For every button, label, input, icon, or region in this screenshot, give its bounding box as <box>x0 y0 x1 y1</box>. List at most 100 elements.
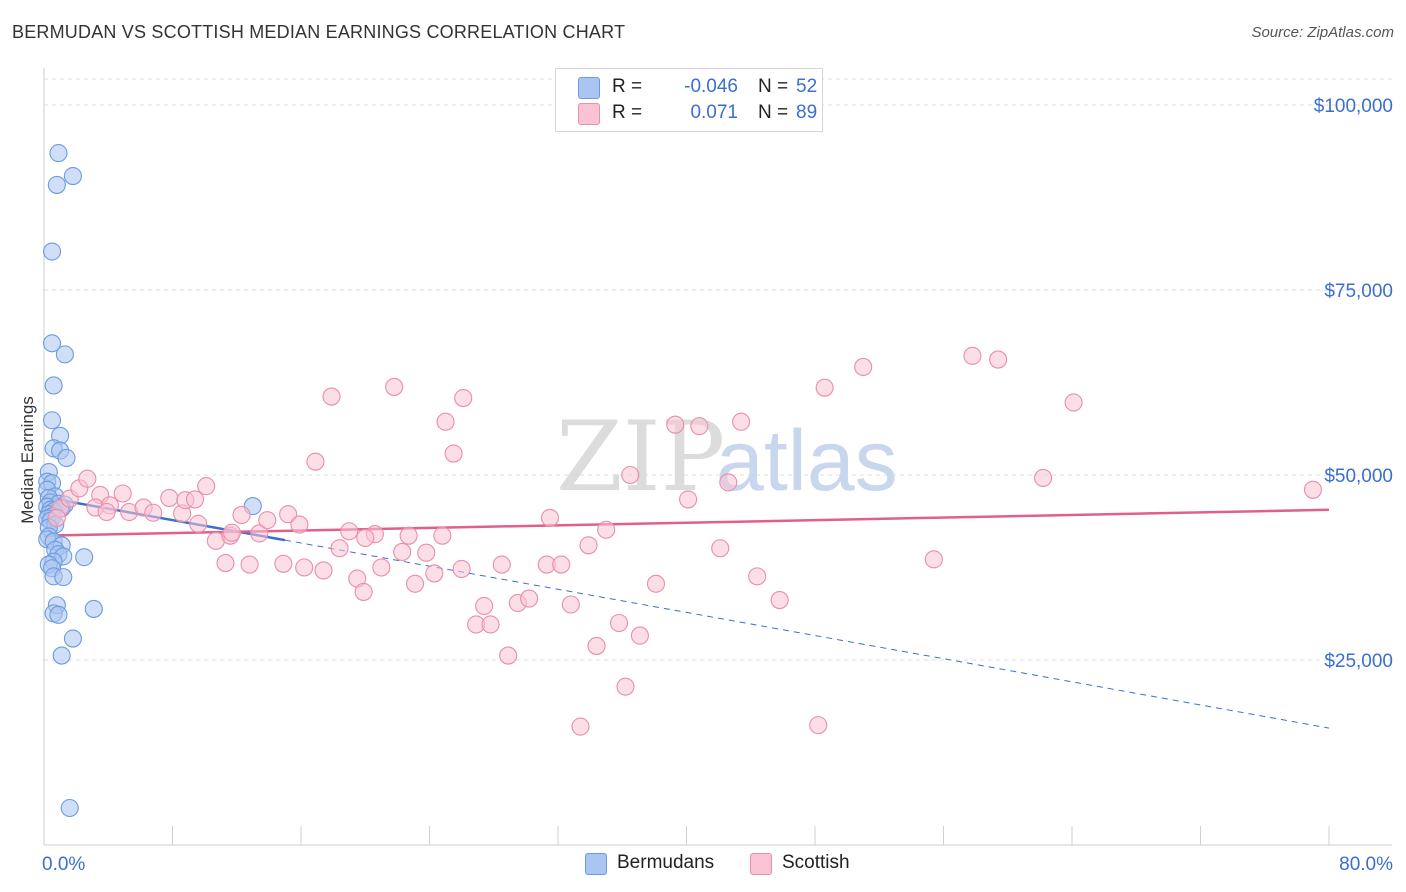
point-scottish <box>666 415 685 434</box>
point-bermudans <box>63 166 82 186</box>
point-bermudans <box>54 568 73 587</box>
point-scottish <box>452 559 471 579</box>
point-scottish <box>113 484 132 503</box>
point-scottish <box>250 524 269 543</box>
point-scottish <box>1064 393 1083 412</box>
point-scottish <box>185 490 205 509</box>
source-label: Source: ZipAtlas.com <box>1251 24 1394 41</box>
point-scottish <box>616 677 635 696</box>
point-bermudans <box>75 548 94 567</box>
point-scottish <box>679 490 698 509</box>
point-scottish <box>444 444 463 463</box>
point-scottish <box>963 346 982 365</box>
y-tick-label: $100,000 <box>1314 96 1393 117</box>
point-scottish <box>356 528 375 547</box>
point-scottish <box>492 555 511 574</box>
tick-labels: $25,000 $50,000 $75,000 $100,000 0.0% 80.0% <box>42 96 1393 875</box>
point-scottish <box>540 508 560 527</box>
point-scottish <box>436 412 455 431</box>
point-scottish <box>646 574 666 593</box>
point-scottish <box>552 555 571 574</box>
point-bermudans <box>44 376 63 395</box>
legend-r-value: -0.046 <box>684 76 738 97</box>
legend-swatch-scottish <box>578 103 600 125</box>
point-scottish <box>732 412 751 431</box>
point-scottish <box>47 508 66 527</box>
legend-swatch-bermudans <box>578 77 600 99</box>
point-scottish <box>197 477 216 496</box>
point-bermudans <box>84 599 103 618</box>
point-scottish <box>306 452 325 471</box>
point-bermudans <box>57 448 76 468</box>
point-scottish <box>770 591 789 610</box>
point-scottish <box>189 514 208 533</box>
point-scottish <box>561 595 580 614</box>
chart-title: BERMUDAN VS SCOTTISH MEDIAN EARNINGS COR… <box>12 22 626 42</box>
point-scottish <box>989 350 1008 369</box>
legend-n-label: N = <box>758 102 789 123</box>
point-scottish <box>240 555 259 574</box>
point-scottish <box>597 520 616 539</box>
point-bermudans <box>55 345 74 364</box>
point-bermudans <box>42 334 62 353</box>
point-scottish <box>97 502 116 522</box>
point-scottish <box>274 554 293 573</box>
point-bermudans <box>60 798 79 818</box>
point-scottish <box>719 473 738 492</box>
legend-r-value: 0.071 <box>690 102 738 123</box>
point-scottish <box>711 539 730 558</box>
bottom-legend-swatch-bermudans <box>585 853 607 875</box>
bottom-legend-label: Bermudans <box>617 852 715 873</box>
legend-n-label: N = <box>758 76 789 97</box>
x-tick-label: 0.0% <box>42 854 85 875</box>
point-bermudans <box>63 629 82 648</box>
watermark: ZIP atlas <box>556 401 898 513</box>
legend-r-label: R = <box>612 102 643 123</box>
x-tick-label: 80.0% <box>1339 854 1393 875</box>
point-scottish <box>579 536 598 555</box>
point-bermudans <box>49 144 68 163</box>
legend-n-value: 52 <box>796 76 818 97</box>
point-scottish <box>748 567 767 586</box>
point-scottish <box>372 558 391 577</box>
data-points <box>38 144 1322 818</box>
point-scottish <box>815 378 834 397</box>
point-scottish <box>295 558 314 577</box>
trend-line-bermudans <box>43 495 286 542</box>
point-scottish <box>322 387 341 406</box>
point-scottish <box>258 511 277 530</box>
point-scottish <box>433 526 452 545</box>
bottom-legend-swatch-scottish <box>750 853 772 875</box>
point-scottish <box>144 503 163 522</box>
y-tick-label: $75,000 <box>1324 281 1393 302</box>
point-scottish <box>330 539 349 558</box>
point-scottish <box>399 526 418 545</box>
point-scottish <box>405 574 425 593</box>
point-scottish <box>385 377 404 396</box>
point-scottish <box>232 505 251 525</box>
y-tick-label: $50,000 <box>1324 466 1393 487</box>
y-tick-label: $25,000 <box>1324 651 1393 672</box>
point-scottish <box>609 613 629 633</box>
point-scottish <box>621 465 640 485</box>
point-scottish <box>222 523 241 542</box>
point-scottish <box>393 542 412 562</box>
legend-n-value: 89 <box>796 102 818 123</box>
point-scottish <box>571 717 590 736</box>
point-scottish <box>690 417 709 436</box>
axes <box>43 68 1392 846</box>
point-scottish <box>854 357 873 377</box>
point-scottish <box>481 615 500 634</box>
point-scottish <box>216 554 235 573</box>
point-scottish <box>454 388 473 408</box>
point-scottish <box>809 716 828 735</box>
point-scottish <box>417 543 436 562</box>
point-scottish <box>1034 468 1053 488</box>
y-axis-label: Median Earnings <box>18 396 37 524</box>
point-scottish <box>499 646 518 665</box>
point-scottish <box>924 550 943 569</box>
point-scottish <box>354 582 373 601</box>
point-bermudans <box>47 175 66 194</box>
point-bermudans <box>49 605 68 624</box>
